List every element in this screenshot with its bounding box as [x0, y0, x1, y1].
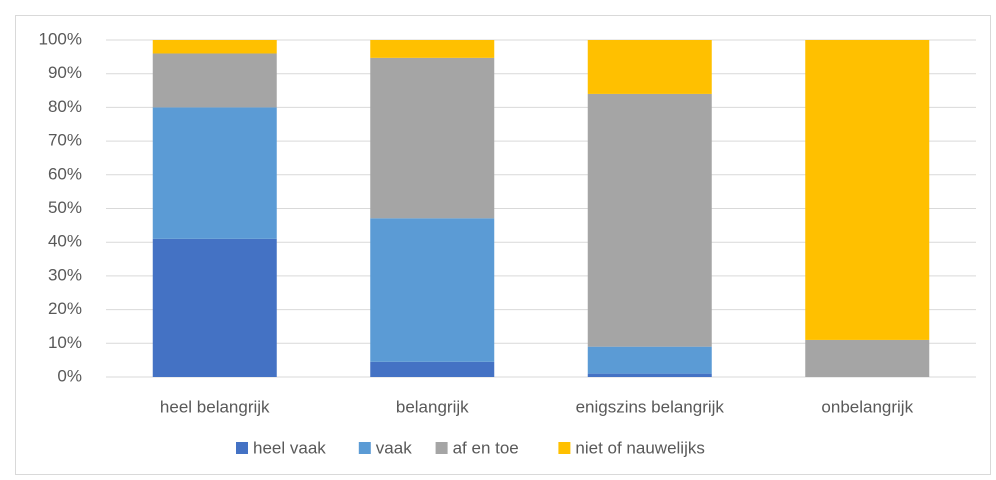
- x-tick-label: heel belangrijk: [160, 397, 270, 416]
- x-tick-label: enigszins belangrijk: [576, 397, 725, 416]
- bar-segment: [370, 57, 495, 219]
- x-tick-label: onbelangrijk: [821, 397, 913, 416]
- bar-segment: [587, 373, 712, 377]
- y-tick-label: 90%: [48, 63, 82, 82]
- bar-segment: [370, 361, 495, 377]
- y-tick-label: 50%: [48, 198, 82, 217]
- y-tick-label: 10%: [48, 333, 82, 352]
- y-tick-label: 30%: [48, 265, 82, 284]
- bar-segment: [587, 346, 712, 374]
- bar-segment: [152, 107, 277, 239]
- legend-swatch: [435, 442, 448, 454]
- bar-segment: [805, 40, 930, 340]
- bar-segment: [805, 339, 930, 377]
- bar-segment: [370, 218, 495, 362]
- y-tick-label: 0%: [57, 366, 82, 385]
- y-tick-label: 60%: [48, 164, 82, 183]
- legend-label: heel vaak: [253, 438, 326, 457]
- y-tick-label: 100%: [39, 29, 82, 48]
- legend-swatch: [236, 442, 248, 454]
- legend-label: niet of nauwelijks: [575, 438, 704, 457]
- bar-segment: [370, 40, 495, 58]
- y-tick-label: 70%: [48, 131, 82, 150]
- y-tick-label: 80%: [48, 97, 82, 116]
- bar-segment: [152, 238, 277, 377]
- legend-swatch: [358, 442, 371, 454]
- x-tick-label: belangrijk: [396, 397, 469, 416]
- bar-segment: [587, 40, 712, 94]
- legend-swatch: [558, 442, 571, 454]
- legend-label: af en toe: [453, 438, 519, 457]
- legend-label: vaak: [376, 438, 412, 457]
- y-tick-label: 40%: [48, 232, 82, 251]
- y-tick-label: 20%: [48, 299, 82, 318]
- bar-segment: [152, 53, 277, 108]
- bar-segment: [152, 40, 277, 54]
- bar-segment: [587, 93, 712, 347]
